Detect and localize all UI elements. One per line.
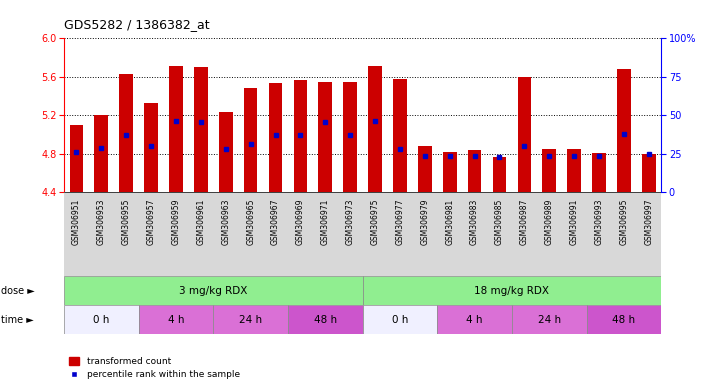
Text: 18 mg/kg RDX: 18 mg/kg RDX [474, 286, 550, 296]
Text: GSM306967: GSM306967 [271, 199, 280, 245]
Text: GSM306961: GSM306961 [196, 199, 205, 245]
Text: dose ►: dose ► [1, 286, 34, 296]
Bar [412, 192, 437, 276]
Text: GSM306951: GSM306951 [72, 199, 81, 245]
Text: GSM306981: GSM306981 [445, 199, 454, 245]
Text: 4 h: 4 h [168, 314, 184, 325]
Bar [387, 192, 412, 276]
Text: GSM306985: GSM306985 [495, 199, 504, 245]
Bar [313, 192, 338, 276]
Bar [343, 82, 357, 192]
Bar [269, 83, 282, 192]
Bar [263, 192, 288, 276]
Text: GSM306953: GSM306953 [97, 199, 106, 245]
Bar [443, 152, 456, 192]
Text: GSM306973: GSM306973 [346, 199, 355, 245]
Bar [139, 305, 213, 334]
Bar [487, 192, 512, 276]
Bar [64, 305, 139, 334]
Bar [288, 192, 313, 276]
Bar [164, 192, 188, 276]
Bar [542, 149, 556, 192]
Text: GSM306993: GSM306993 [594, 199, 604, 245]
Bar [70, 125, 83, 192]
Text: GSM306957: GSM306957 [146, 199, 156, 245]
Bar [393, 79, 407, 192]
Bar [194, 67, 208, 192]
Bar [462, 192, 487, 276]
Bar [363, 305, 437, 334]
Text: GDS5282 / 1386382_at: GDS5282 / 1386382_at [64, 18, 210, 31]
Bar [567, 149, 581, 192]
Bar [587, 305, 661, 334]
Bar [319, 82, 332, 192]
Bar [363, 276, 661, 305]
Bar [493, 157, 506, 192]
Bar [368, 66, 382, 192]
Bar [169, 66, 183, 192]
Text: GSM306995: GSM306995 [619, 199, 629, 245]
Bar [64, 192, 89, 276]
Text: GSM306987: GSM306987 [520, 199, 529, 245]
Bar [213, 192, 238, 276]
Bar [95, 115, 108, 192]
Bar [219, 113, 232, 192]
Text: GSM306977: GSM306977 [395, 199, 405, 245]
Text: 48 h: 48 h [612, 314, 636, 325]
Bar [288, 305, 363, 334]
Bar [537, 192, 562, 276]
Text: time ►: time ► [1, 314, 33, 325]
Text: GSM306997: GSM306997 [644, 199, 653, 245]
Bar [119, 74, 133, 192]
Bar [512, 305, 587, 334]
Bar [89, 192, 114, 276]
Bar [338, 192, 363, 276]
Text: 3 mg/kg RDX: 3 mg/kg RDX [179, 286, 247, 296]
Bar [114, 192, 139, 276]
Bar [611, 192, 636, 276]
Text: GSM306989: GSM306989 [545, 199, 554, 245]
Bar [592, 153, 606, 192]
Bar [144, 103, 158, 192]
Bar [468, 150, 481, 192]
Text: GSM306965: GSM306965 [246, 199, 255, 245]
Text: 24 h: 24 h [538, 314, 561, 325]
Text: 0 h: 0 h [392, 314, 408, 325]
Bar [139, 192, 164, 276]
Bar [437, 192, 462, 276]
Text: GSM306969: GSM306969 [296, 199, 305, 245]
Text: GSM306991: GSM306991 [570, 199, 579, 245]
Text: GSM306959: GSM306959 [171, 199, 181, 245]
Bar [512, 192, 537, 276]
Bar [437, 305, 512, 334]
Bar [213, 305, 288, 334]
Bar [363, 192, 387, 276]
Bar [238, 192, 263, 276]
Bar [562, 192, 587, 276]
Bar [244, 88, 257, 192]
Bar [294, 80, 307, 192]
Bar [642, 154, 656, 192]
Legend: transformed count, percentile rank within the sample: transformed count, percentile rank withi… [68, 357, 240, 379]
Bar [617, 69, 631, 192]
Text: 4 h: 4 h [466, 314, 483, 325]
Text: 24 h: 24 h [239, 314, 262, 325]
Bar [587, 192, 611, 276]
Text: GSM306975: GSM306975 [370, 199, 380, 245]
Text: GSM306983: GSM306983 [470, 199, 479, 245]
Bar [188, 192, 213, 276]
Text: 48 h: 48 h [314, 314, 337, 325]
Text: GSM306963: GSM306963 [221, 199, 230, 245]
Text: GSM306955: GSM306955 [122, 199, 131, 245]
Bar [64, 276, 363, 305]
Bar [636, 192, 661, 276]
Text: GSM306979: GSM306979 [420, 199, 429, 245]
Text: GSM306971: GSM306971 [321, 199, 330, 245]
Bar [518, 77, 531, 192]
Bar [418, 146, 432, 192]
Text: 0 h: 0 h [93, 314, 109, 325]
